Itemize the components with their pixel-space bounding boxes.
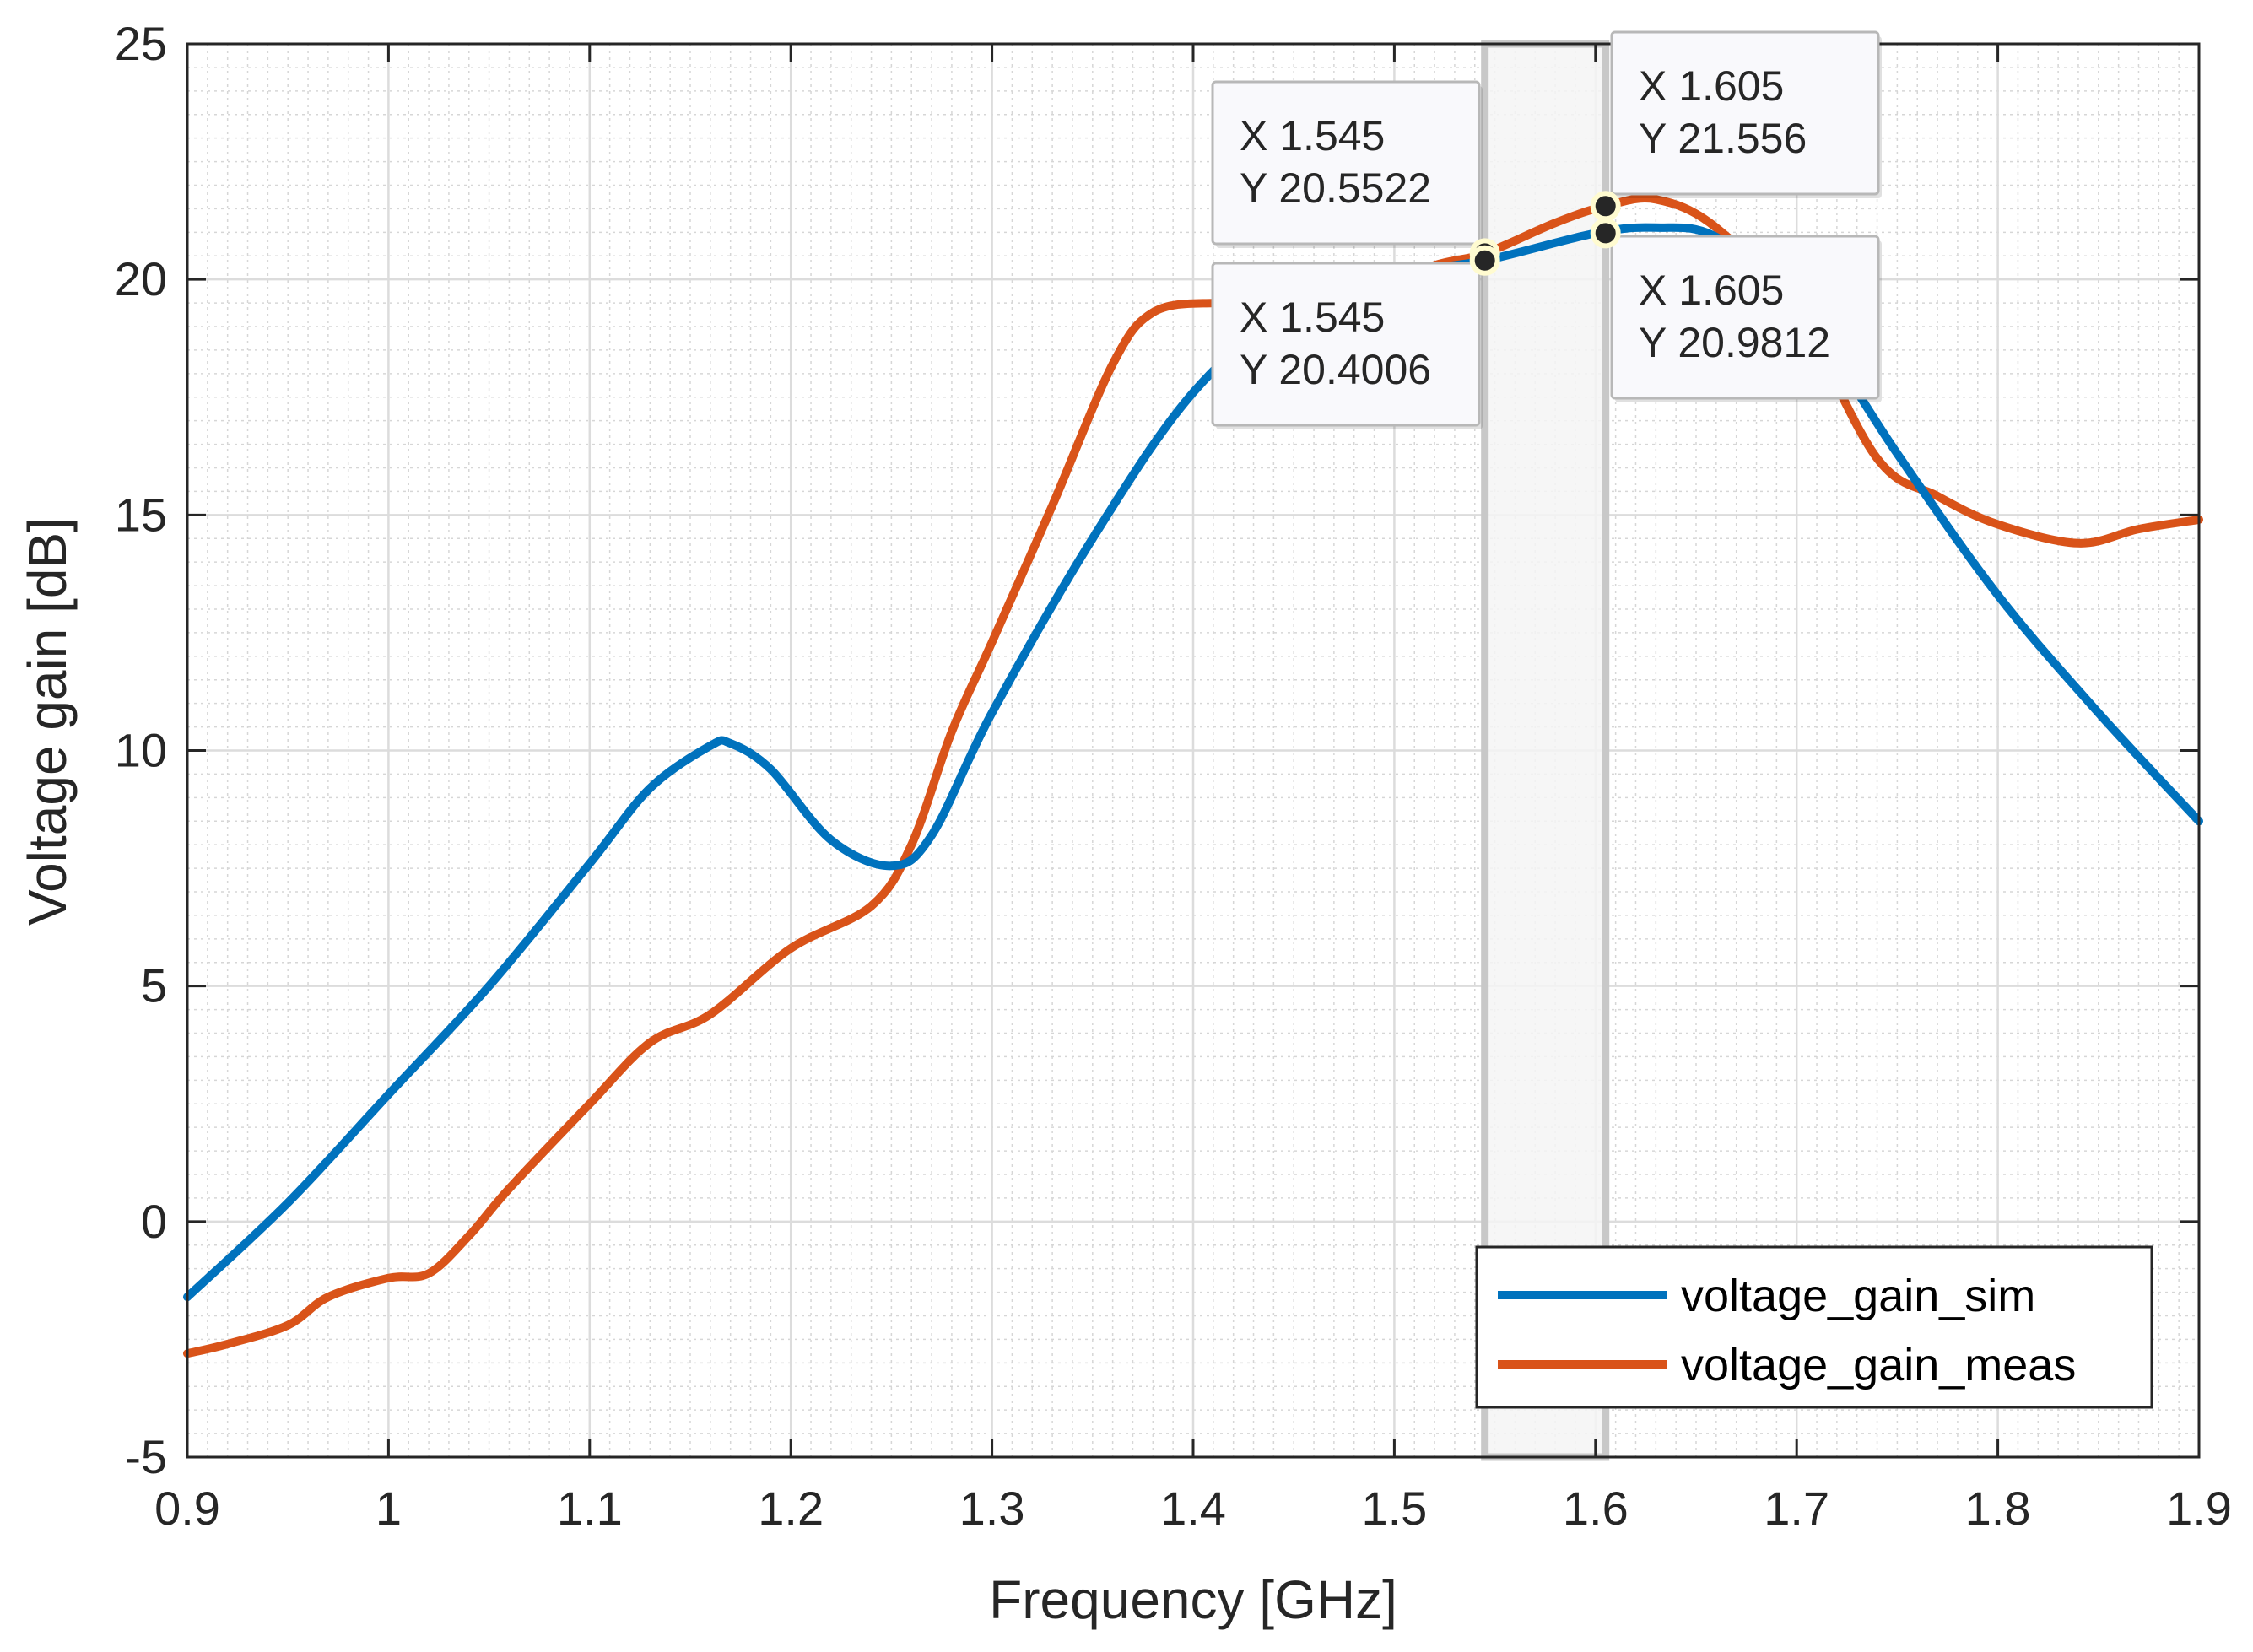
x-axis-title: Frequency [GHz] (989, 1569, 1397, 1630)
x-tick-label: 1.7 (1764, 1482, 1829, 1535)
datatip-box[interactable] (1211, 80, 1481, 246)
datatip-x-label: X 1.545 (1240, 112, 1385, 159)
x-tick-label: 1.1 (557, 1482, 623, 1535)
y-tick-label: 20 (115, 252, 167, 305)
y-tick-label: 25 (115, 17, 167, 70)
legend-label-meas: voltage_gain_meas (1681, 1340, 2076, 1390)
y-tick-label: 10 (115, 724, 167, 777)
x-tick-label: 1.6 (1563, 1482, 1629, 1535)
x-tick-label: 1.4 (1160, 1482, 1226, 1535)
y-tick-label: 15 (115, 488, 167, 541)
highlight-band (1481, 40, 1610, 1461)
datatip-box[interactable] (1610, 235, 1880, 400)
datatip-marker[interactable] (1590, 218, 1621, 249)
x-tick-label: 1.3 (959, 1482, 1025, 1535)
datatip-box[interactable] (1211, 262, 1481, 427)
y-tick-label: 5 (141, 959, 167, 1012)
x-tick-label: 1.2 (758, 1482, 824, 1535)
x-tick-label: 0.9 (154, 1482, 220, 1535)
datatip-x-label: X 1.605 (1639, 62, 1784, 110)
x-tick-label: 1 (376, 1482, 402, 1535)
y-axis-title: Voltage gain [dB] (17, 517, 78, 926)
y-tick-label: -5 (125, 1430, 167, 1483)
datatip-x-label: X 1.605 (1639, 267, 1784, 314)
datatip-y-label: Y 20.5522 (1240, 165, 1431, 212)
highlight-band-layer (1481, 40, 1610, 1461)
legend-box (1475, 1245, 2153, 1409)
datatip-box[interactable] (1610, 30, 1880, 196)
datatip-y-label: Y 21.556 (1639, 115, 1807, 162)
datatip-y-label: Y 20.4006 (1240, 346, 1431, 393)
datatip-x-label: X 1.545 (1240, 294, 1385, 341)
legend-label-sim: voltage_gain_sim (1681, 1271, 2035, 1321)
x-tick-label: 1.9 (2166, 1482, 2232, 1535)
datatip-layer: X 1.545 Y 20.5522 X 1.545 Y 20.4006 X 1.605 Y… (1211, 30, 1882, 429)
x-tick-label: 1.5 (1361, 1482, 1427, 1535)
datatip-y-label: Y 20.9812 (1639, 319, 1830, 366)
x-tick-label: 1.8 (1965, 1482, 2031, 1535)
legend: voltage_gain_sim voltage_gain_meas (1475, 1245, 2153, 1409)
tick-layer: 0.9 1 1.1 1.2 1.3 1.4 1.5 1.6 1.7 1.8 1.9 -5 0 5 10 15 2… (115, 17, 2232, 1535)
datatip-marker[interactable] (1590, 191, 1621, 222)
y-tick-label: 0 (141, 1195, 167, 1248)
datatip-marker[interactable] (1469, 245, 1500, 276)
